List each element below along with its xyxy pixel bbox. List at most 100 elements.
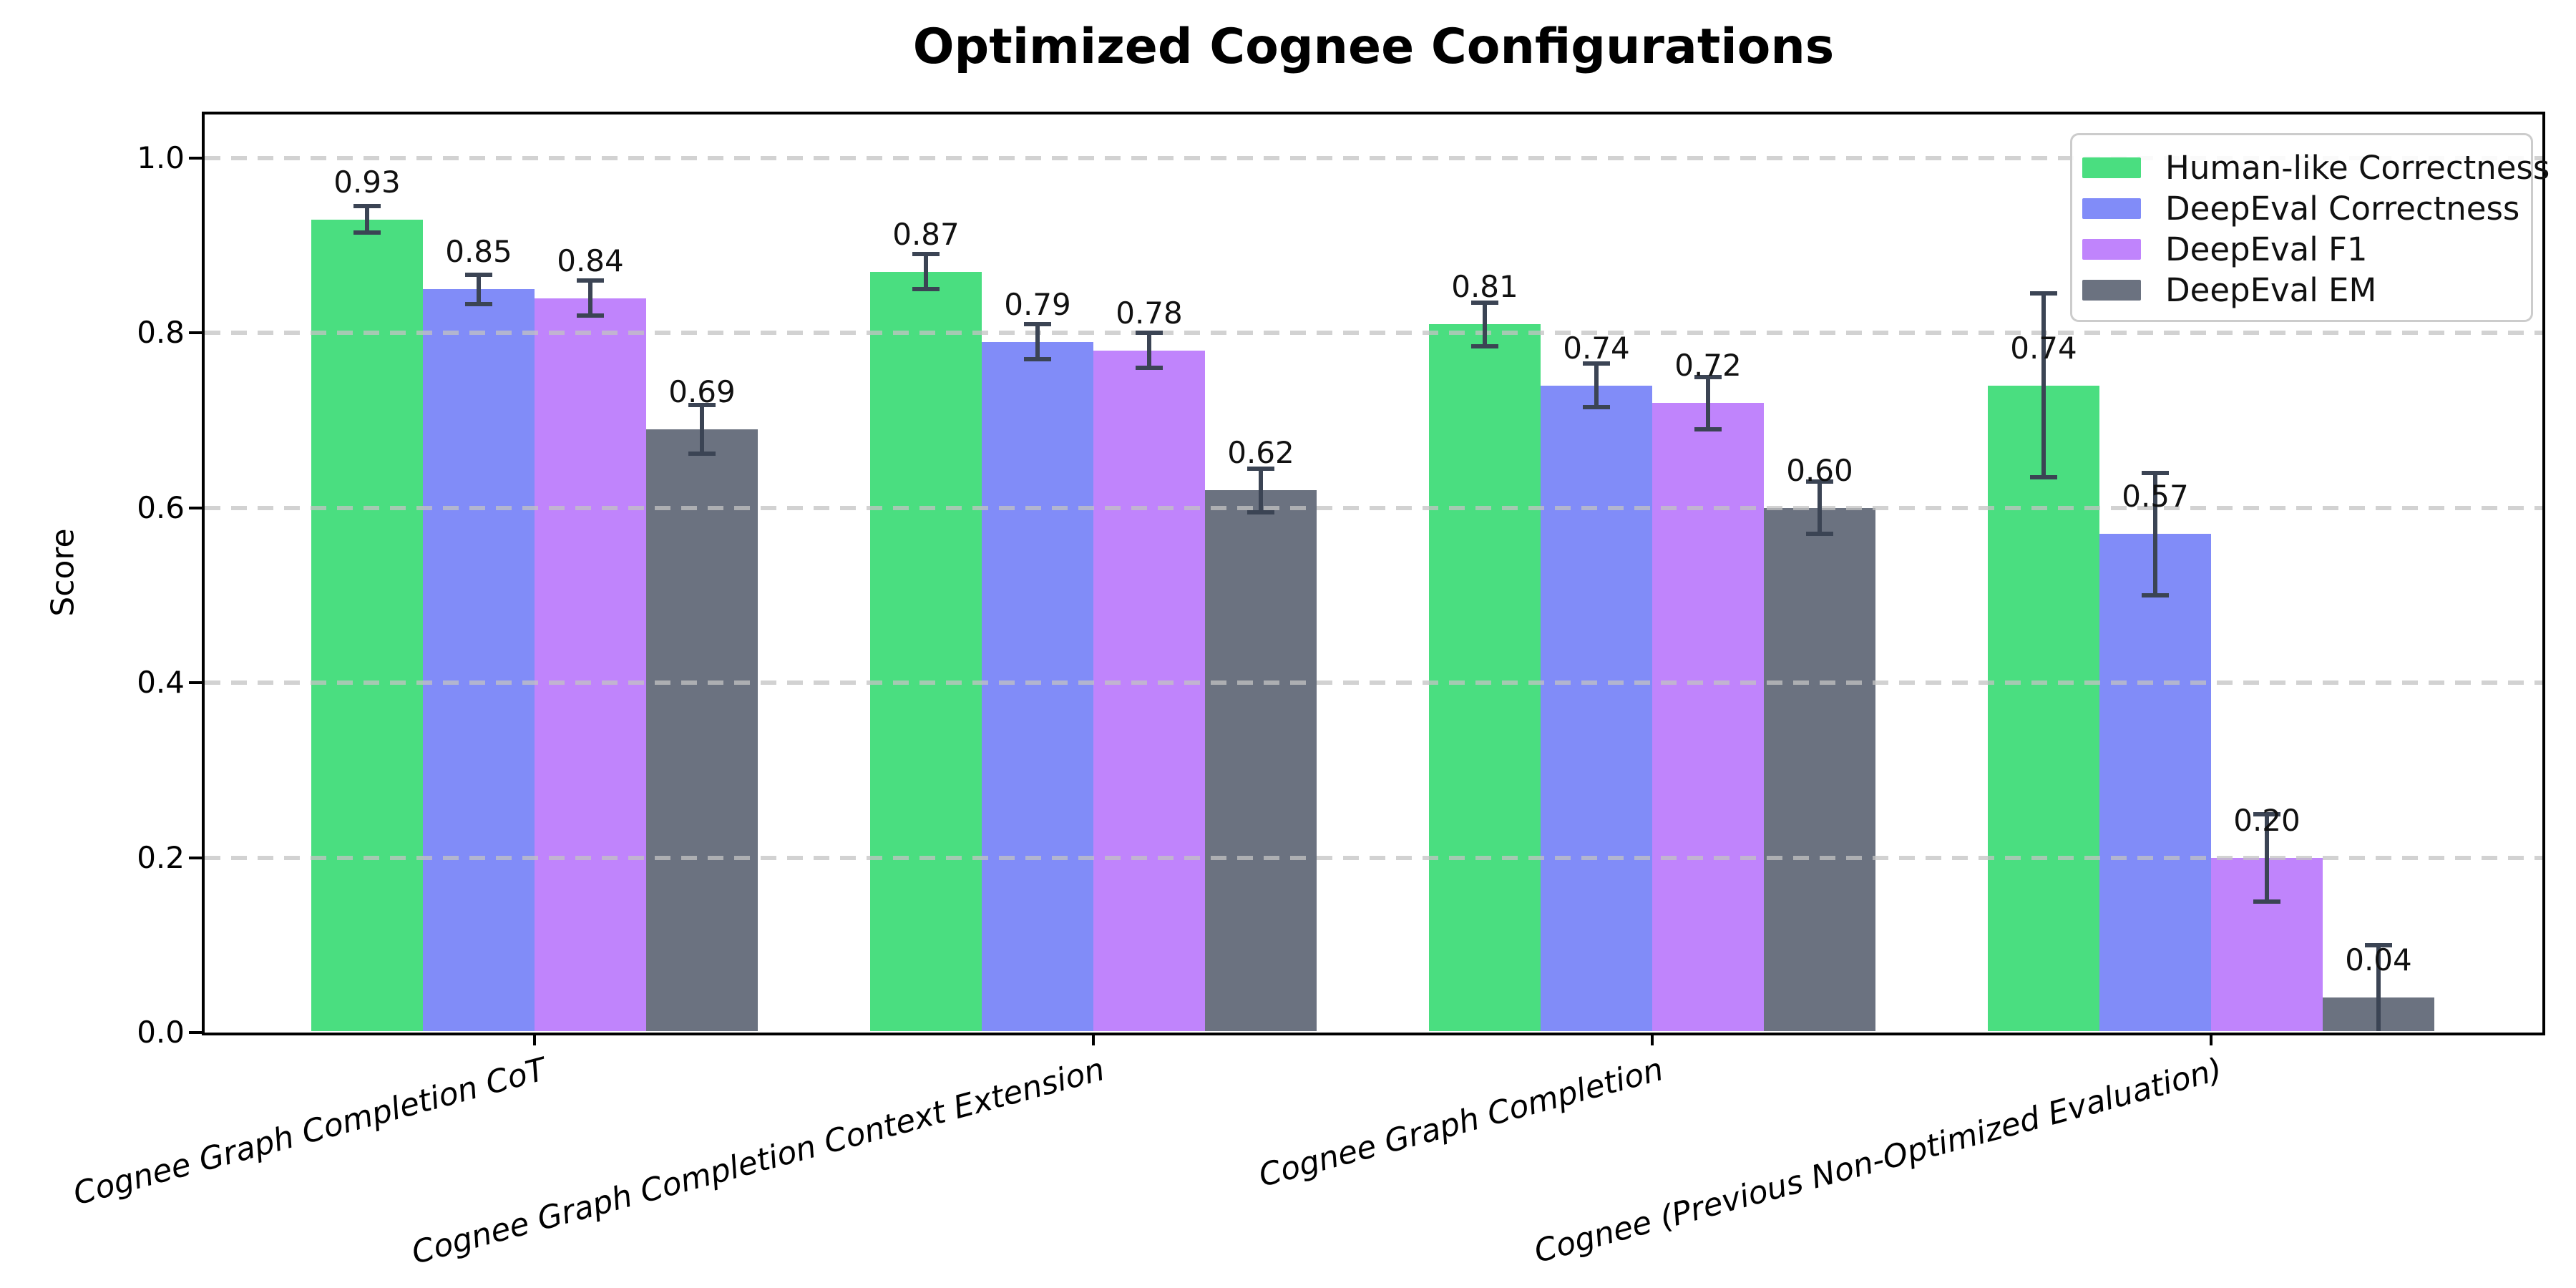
x-tick-mark <box>533 1033 536 1045</box>
x-tick-mark <box>1651 1033 1654 1045</box>
error-bar-line <box>1035 324 1040 360</box>
error-bar-cap-top <box>2365 942 2392 947</box>
legend: Human-like Correctness DeepEval Correctne… <box>2070 133 2550 322</box>
legend-item: DeepEval EM <box>2072 270 2531 311</box>
y-tick-label: 0.8 <box>137 315 185 351</box>
y-tick-mark <box>189 506 203 509</box>
error-bar-cap-bottom <box>2030 475 2057 480</box>
bar-value-label: 0.72 <box>1674 348 1742 384</box>
error-bar-cap-bottom <box>577 313 604 318</box>
error-bar-cap-top <box>1806 479 1833 484</box>
bar <box>1988 385 2099 1031</box>
error-bar-line <box>1818 482 1822 535</box>
legend-swatch <box>2082 198 2141 219</box>
y-tick-mark <box>189 856 203 859</box>
legend-item: DeepEval F1 <box>2072 229 2531 270</box>
error-bar-cap-top <box>2253 811 2280 816</box>
error-bar-cap-top <box>465 272 492 277</box>
bar-value-label: 0.62 <box>1227 435 1294 471</box>
bar-value-label: 0.87 <box>892 216 960 252</box>
bar <box>1205 490 1317 1031</box>
error-bar-line <box>1259 468 1263 512</box>
bar <box>646 429 758 1031</box>
error-bar-line <box>924 254 928 290</box>
error-bar-line <box>588 280 592 316</box>
error-bar-line <box>2153 472 2157 595</box>
legend-swatch <box>2082 280 2141 301</box>
y-tick-mark <box>189 681 203 685</box>
legend-label: DeepEval Correctness <box>2165 190 2520 228</box>
error-bar-cap-top <box>912 252 940 257</box>
bar <box>1541 385 1652 1031</box>
error-bar-cap-bottom <box>1694 426 1722 431</box>
y-tick-mark <box>189 331 203 335</box>
error-bar-cap-top <box>353 204 381 209</box>
error-bar-line <box>2376 945 2381 1031</box>
y-tick-label: 1.0 <box>137 140 185 175</box>
bar <box>1093 350 1205 1031</box>
y-tick-label: 0.4 <box>137 665 185 701</box>
error-bar-cap-bottom <box>1247 509 1274 514</box>
error-bar-cap-top <box>1583 361 1610 366</box>
legend-item: DeepEval Correctness <box>2072 188 2531 229</box>
error-bar-cap-top <box>2142 470 2169 475</box>
bar-value-label: 0.60 <box>1786 452 1853 488</box>
error-bar-cap-bottom <box>1806 532 1833 537</box>
bar-value-label: 0.78 <box>1116 295 1183 331</box>
x-tick-mark <box>1092 1033 1095 1045</box>
bar-value-label: 0.85 <box>445 234 512 270</box>
x-tick-label: Cognee Graph Completion CoT <box>69 1051 550 1213</box>
error-bar-cap-bottom <box>1024 357 1051 362</box>
error-bar-cap-top <box>1471 300 1498 305</box>
y-tick-label: 0.0 <box>137 1015 185 1050</box>
legend-label: Human-like Correctness <box>2165 149 2550 187</box>
error-bar-cap-top <box>1247 466 1274 471</box>
y-tick-mark <box>189 1031 203 1034</box>
bar-value-label: 0.69 <box>668 374 736 409</box>
y-tick-label: 0.6 <box>137 489 185 525</box>
error-bar-cap-bottom <box>688 452 716 457</box>
x-tick-label: Cognee Graph Completion <box>1255 1051 1668 1195</box>
bar <box>1764 507 1875 1031</box>
y-tick-mark <box>189 157 203 160</box>
error-bar-line <box>1706 376 1710 429</box>
y-tick-label: 0.2 <box>137 839 185 875</box>
legend-label: DeepEval EM <box>2165 271 2377 309</box>
error-bar-line <box>365 206 369 233</box>
error-bar-cap-top <box>2030 291 2057 296</box>
error-bar-cap-bottom <box>465 302 492 307</box>
bar-value-label: 0.04 <box>2345 942 2412 978</box>
bar-value-label: 0.81 <box>1451 269 1518 305</box>
bar-value-label: 0.57 <box>2122 479 2189 514</box>
bar <box>311 219 423 1031</box>
error-bar-cap-bottom <box>353 230 381 235</box>
bar-value-label: 0.74 <box>2010 330 2077 366</box>
bar <box>1652 403 1764 1031</box>
error-bar-line <box>1483 302 1487 346</box>
x-tick-mark <box>2210 1033 2212 1045</box>
error-bar-cap-bottom <box>1471 343 1498 348</box>
bar-value-label: 0.84 <box>557 243 624 278</box>
error-bar-line <box>2041 293 2046 478</box>
bar <box>870 271 982 1031</box>
error-bar-cap-bottom <box>1583 405 1610 410</box>
bar <box>1429 324 1541 1031</box>
error-bar-cap-bottom <box>2253 899 2280 904</box>
error-bar-cap-top <box>1136 331 1163 336</box>
bar-value-label: 0.93 <box>333 164 401 200</box>
error-bar-line <box>1594 364 1599 408</box>
legend-swatch <box>2082 157 2141 178</box>
error-bar-cap-top <box>1024 322 1051 327</box>
legend-swatch <box>2082 239 2141 260</box>
bar <box>982 341 1093 1031</box>
error-bar-cap-top <box>688 402 716 407</box>
legend-item: Human-like Correctness <box>2072 147 2550 188</box>
legend-label: DeepEval F1 <box>2165 230 2368 268</box>
bar-value-label: 0.20 <box>2233 802 2301 838</box>
error-bar-line <box>700 404 704 454</box>
y-axis-label: Score <box>44 528 82 617</box>
error-bar-cap-bottom <box>2142 593 2169 597</box>
error-bar-line <box>1147 333 1151 369</box>
error-bar-cap-top <box>577 278 604 283</box>
bar <box>2099 534 2211 1031</box>
